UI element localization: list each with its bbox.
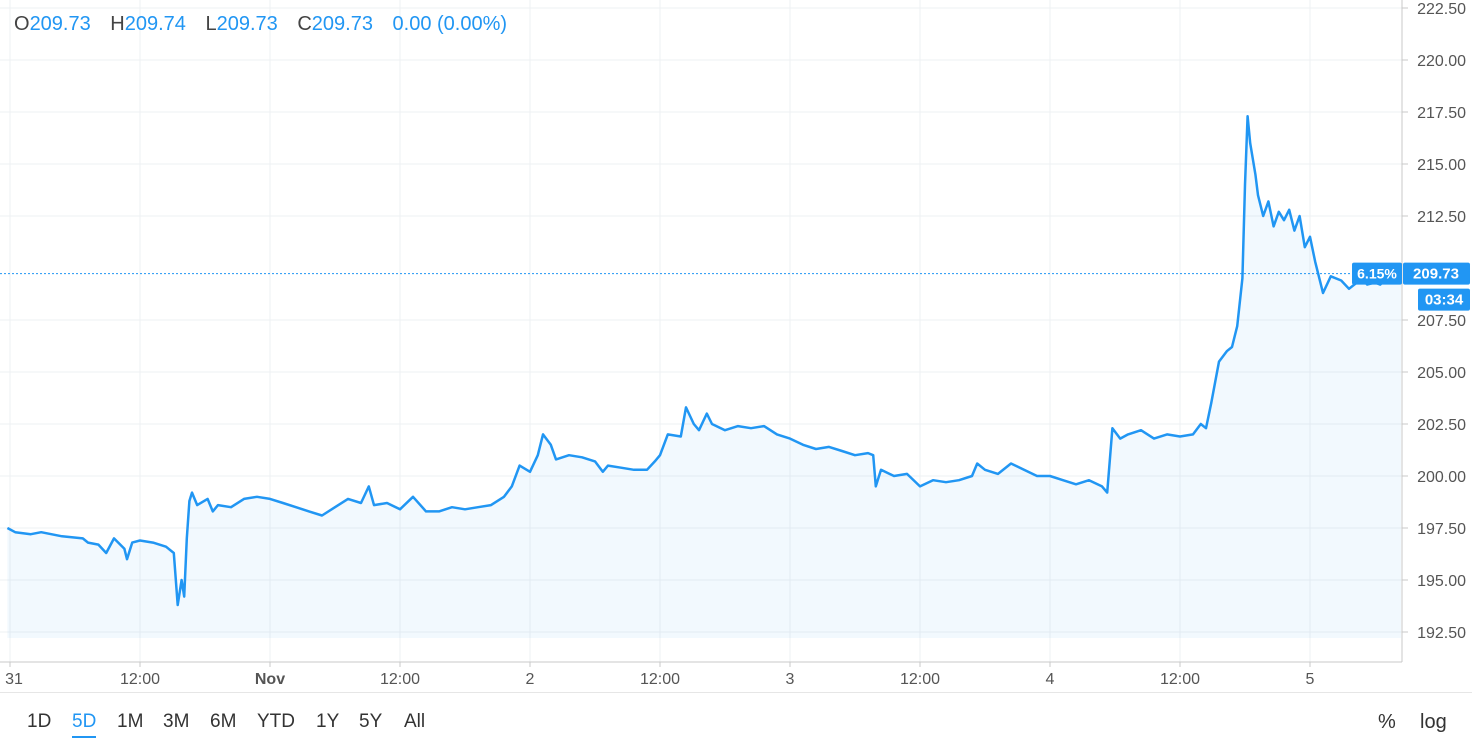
x-tick-label: 12:00: [380, 671, 420, 688]
x-tick-label: 3: [786, 671, 795, 688]
price-chart[interactable]: 222.50 220.00 217.50 215.00 212.50 207.50 205.…: [0, 0, 1472, 692]
price-line: [6, 114, 1402, 607]
y-tick-label: 192.50: [1417, 625, 1466, 642]
low-key: L: [205, 13, 217, 35]
range-toolbar: 1D 5D 1M 3M 6M YTD 1Y 5Y All % log: [0, 692, 1472, 750]
x-tick-label: 2: [526, 671, 535, 688]
close-value: 209.73: [311, 13, 373, 35]
log-scale-toggle[interactable]: log: [1420, 711, 1447, 733]
high-value: 209.74: [124, 13, 186, 35]
y-tick-label: 202.50: [1417, 417, 1466, 434]
ohlc-legend: O209.73 H209.74 L209.73 C209.73 0.00 (0.…: [14, 13, 507, 36]
x-tick-label: 12:00: [640, 671, 680, 688]
percent-change-label: 6.15%: [1357, 266, 1397, 282]
y-tick-label: 215.00: [1417, 157, 1466, 174]
countdown-label: 03:34: [1425, 292, 1464, 309]
x-tick-label: 4: [1046, 671, 1055, 688]
close-key: C: [297, 13, 312, 35]
change-value: 0.00 (0.00%): [392, 13, 508, 35]
percent-tag: 6.15%: [1352, 262, 1402, 285]
high-key: H: [110, 13, 125, 35]
y-tick-label: 197.50: [1417, 521, 1466, 538]
chart-grid: [0, 0, 1402, 662]
y-tick-label: 212.50: [1417, 209, 1466, 226]
price-area: [7, 116, 1401, 638]
range-5d-button[interactable]: 5D: [72, 711, 97, 738]
y-tick-label: 195.00: [1417, 573, 1466, 590]
range-3m-button[interactable]: 3M: [163, 711, 190, 732]
open-value: 209.73: [29, 13, 91, 35]
y-tick-label: 200.00: [1417, 469, 1466, 486]
countdown-tag: 03:34: [1418, 288, 1470, 311]
time-axis[interactable]: 31 12:00 Nov 12:00 2 12:00 3 12:00 4 12:00 5: [5, 662, 1315, 688]
y-tick-label: 217.50: [1417, 105, 1466, 122]
last-price-label: 209.73: [1413, 266, 1459, 283]
price-axis[interactable]: 222.50 220.00 217.50 215.00 212.50 207.50 205.…: [1402, 1, 1466, 642]
x-tick-label: 12:00: [1160, 671, 1200, 688]
x-tick-label: Nov: [255, 671, 285, 688]
low-value: 209.73: [216, 13, 278, 35]
y-tick-label: 222.50: [1417, 1, 1466, 18]
range-6m-button[interactable]: 6M: [210, 711, 237, 732]
y-tick-label: 220.00: [1417, 53, 1466, 70]
range-ytd-button[interactable]: YTD: [257, 711, 295, 732]
range-all-button[interactable]: All: [404, 711, 426, 732]
range-1y-button[interactable]: 1Y: [316, 711, 340, 732]
open-key: O: [14, 13, 30, 35]
range-1d-button[interactable]: 1D: [27, 711, 52, 732]
range-5y-button[interactable]: 5Y: [359, 711, 383, 732]
x-tick-label: 31: [5, 671, 23, 688]
last-price-tag: 209.73: [1403, 262, 1470, 285]
y-tick-label: 205.00: [1417, 365, 1466, 382]
x-tick-label: 12:00: [900, 671, 940, 688]
percent-scale-toggle[interactable]: %: [1378, 711, 1396, 733]
x-tick-label: 12:00: [120, 671, 160, 688]
x-tick-label: 5: [1306, 671, 1315, 688]
y-tick-label: 207.50: [1417, 313, 1466, 330]
range-1m-button[interactable]: 1M: [117, 711, 144, 732]
